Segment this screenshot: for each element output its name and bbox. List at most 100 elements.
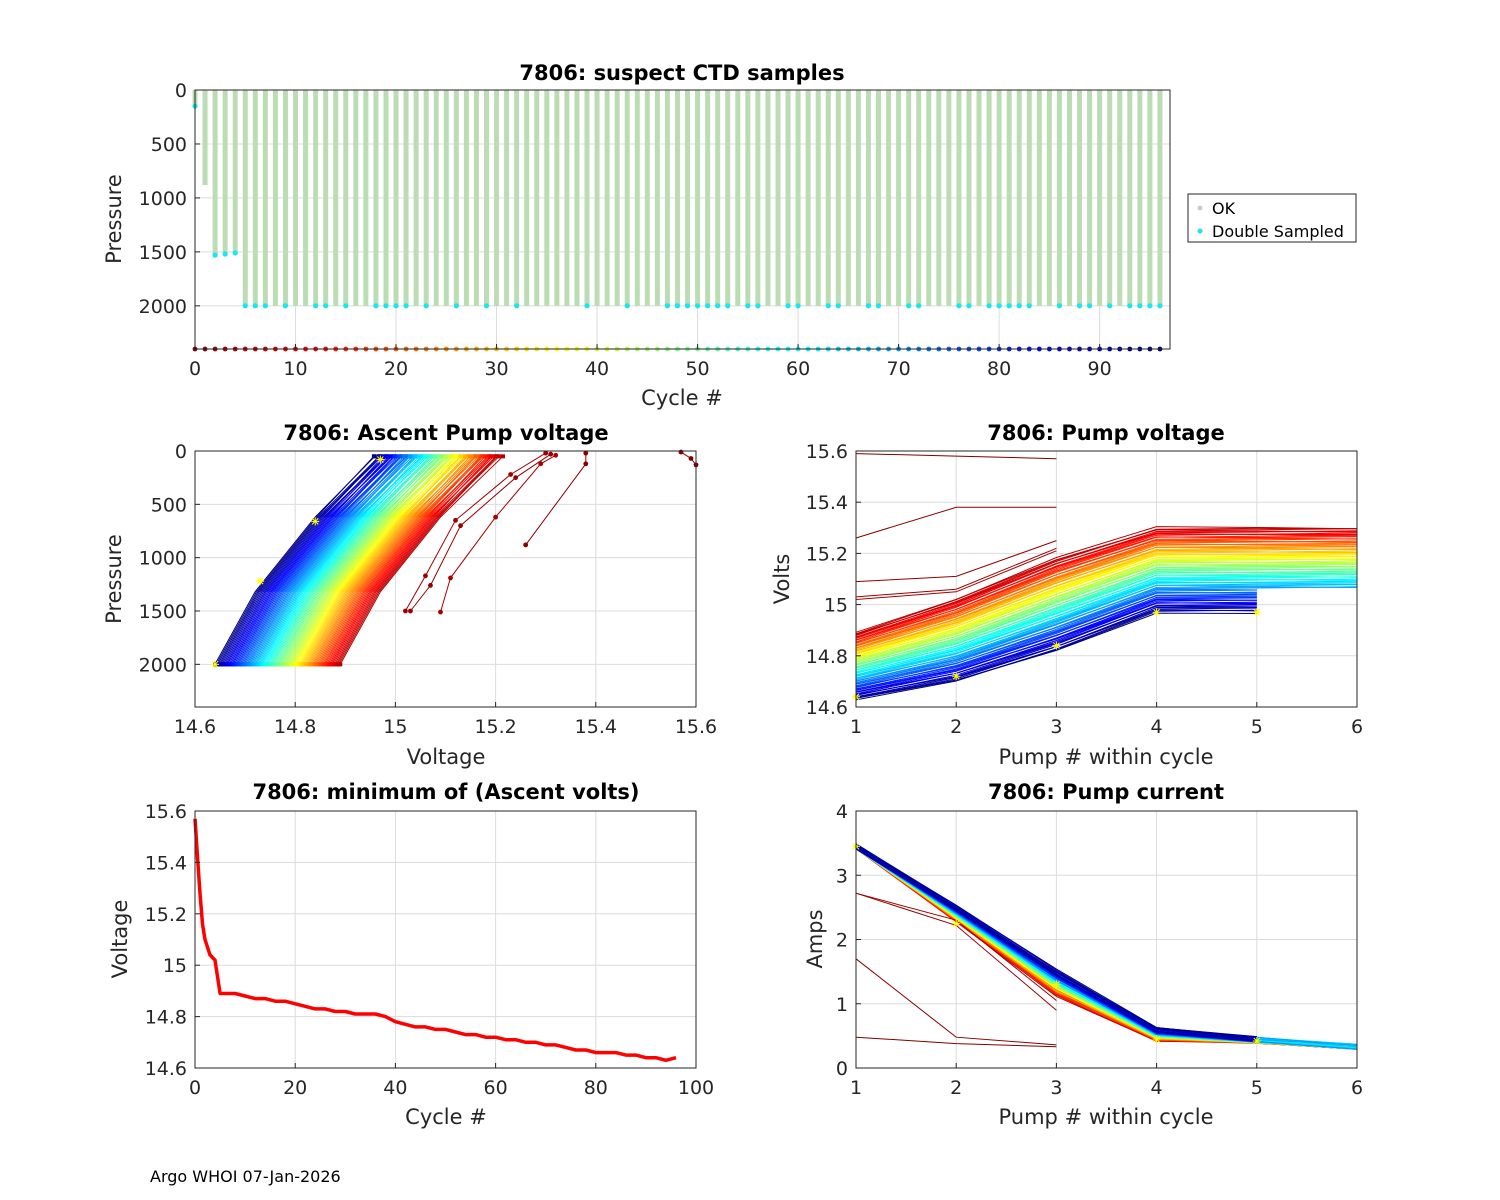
x-tick-label: 0 (189, 358, 201, 380)
ascent-profile-line (271, 455, 431, 665)
ascent-sample-point (371, 454, 376, 459)
pump-current-early-line (855, 1036, 1057, 1048)
ascent-sample-point (450, 454, 455, 459)
x-tick-label: 15 (383, 716, 407, 738)
ascent-early-point (688, 456, 694, 461)
ascent-sample-point (437, 454, 442, 459)
double-sampled-point (725, 303, 731, 309)
x-tick-label: 6 (1351, 1077, 1363, 1099)
ascent-sample-point (386, 454, 391, 459)
pump-voltage-highlight-marker (1152, 608, 1161, 617)
ascent-early-point (408, 608, 413, 614)
y-tick-label: 2000 (139, 296, 187, 318)
ascent-profile-line (251, 455, 411, 665)
double-sampled-point (705, 303, 711, 309)
pump-voltage-ylabel: Volts (770, 554, 794, 605)
ascent-profile-line (293, 455, 454, 665)
double-sampled-point (383, 303, 389, 309)
ascent-sample-point (488, 454, 493, 459)
marker-stroke (1153, 608, 1160, 616)
ascent-profile-line (239, 455, 403, 665)
x-tick-label: 15.2 (474, 716, 516, 738)
pump-current-xlabel: Pump # within cycle (999, 1105, 1214, 1129)
double-sampled-point (745, 303, 751, 309)
double-sampled-point (252, 303, 258, 309)
ascent-pump-voltage-panel: 14.6 14.8 15 15.2 15.4 15.6 0 500 1000 1500 2000 7… (102, 421, 717, 769)
ascent-profile-line (308, 455, 468, 665)
pump-voltage-cycle-line (855, 542, 1358, 646)
x-tick-label: 10 (283, 358, 307, 380)
ascent-profile-line (313, 455, 475, 665)
ascent-sample-point (465, 454, 470, 459)
pump-voltage-early-line (855, 506, 1057, 539)
ascent-early-point (448, 575, 453, 581)
ascent-profile-line (224, 455, 387, 665)
pump-voltage-cycle-line (855, 553, 1358, 654)
ascent-profile-line (220, 455, 380, 665)
pump-voltage-cycle-line (855, 593, 1257, 688)
x-tick-label: 20 (384, 358, 408, 380)
ascent-profile-line (240, 455, 400, 665)
ascent-early-point (678, 449, 684, 455)
suspect-ctd-marks (192, 90, 1163, 352)
marker-stroke (377, 456, 384, 463)
x-tick-label: 6 (1351, 716, 1363, 738)
ascent-sample-point (452, 454, 457, 459)
y-tick-label: 15.4 (145, 852, 187, 874)
ascent-early-point (458, 523, 463, 529)
double-sampled-point (1086, 303, 1093, 309)
ascent-profile-line (261, 455, 420, 665)
ascent-profile-line (217, 455, 380, 665)
y-tick-label: 15.2 (806, 543, 848, 565)
ascent-sample-point (422, 454, 427, 459)
x-tick-label: 2 (950, 1077, 962, 1099)
x-tick-label: 4 (1151, 1077, 1163, 1099)
double-sampled-point (684, 303, 691, 309)
ascent-early-point (583, 450, 589, 456)
double-sampled-point (282, 303, 289, 309)
pump-current-cycle-line (855, 845, 1257, 1040)
double-sampled-point (906, 303, 912, 309)
ascent-profile-line (246, 455, 405, 665)
min-volts-ylabel: Voltage (108, 900, 132, 979)
y-tick-label: 14.6 (145, 1058, 187, 1080)
pump-voltage-highlight-marker (1052, 641, 1061, 650)
pump-voltage-highlight-marker (1252, 608, 1261, 617)
pump-current-cycle-line (855, 844, 1257, 1042)
double-sampled-point (715, 303, 721, 309)
ascent-sample-point (429, 454, 434, 459)
pump-voltage-cycle-line (855, 609, 1257, 698)
ascent-sample-point (432, 454, 437, 459)
ascent-profile-line (235, 455, 395, 665)
suspect-ctd-panel: 0 10 20 30 40 50 60 70 80 90 0 500 1000 1500 2000 7806… (102, 61, 1357, 410)
double-sampled-point (514, 303, 520, 309)
pump-voltage-early-line (855, 547, 1057, 598)
double-sampled-point (1076, 303, 1083, 309)
ascent-early-point (543, 450, 549, 456)
min-volts-ticks: 0 20 40 60 80 100 14.6 14.8 15 15.2 15.4 15.6 (145, 801, 714, 1099)
marker-stroke (1253, 608, 1261, 616)
ascent-profile-line (268, 455, 431, 665)
pump-current-marks (852, 842, 1358, 1050)
ascent-profile-line (305, 455, 469, 665)
ascent-voltage-ylabel: Pressure (102, 534, 126, 624)
ascent-highlight-marker (256, 577, 265, 586)
ascent-early-point (493, 514, 498, 520)
ascent-profile-line (255, 455, 415, 665)
legend-ok-marker (1197, 205, 1203, 211)
ascent-profile-line (302, 455, 462, 665)
legend-ok-label: OK (1212, 199, 1236, 218)
ascent-sample-point (463, 454, 468, 459)
ascent-profile-line (297, 455, 456, 665)
pump-current-highlight-marker (1252, 1037, 1261, 1046)
pump-voltage-cycle-line (855, 527, 1358, 636)
double-sampled-point (262, 303, 268, 309)
x-tick-label: 60 (786, 358, 810, 380)
pump-voltage-axes-box (855, 450, 1358, 708)
marker-stroke (211, 660, 219, 668)
pump-voltage-cycle-line (855, 563, 1358, 663)
double-sampled-point (373, 303, 379, 309)
pump-voltage-early-line (855, 540, 1057, 583)
double-sampled-point (483, 303, 490, 309)
y-tick-label: 1 (836, 994, 848, 1016)
